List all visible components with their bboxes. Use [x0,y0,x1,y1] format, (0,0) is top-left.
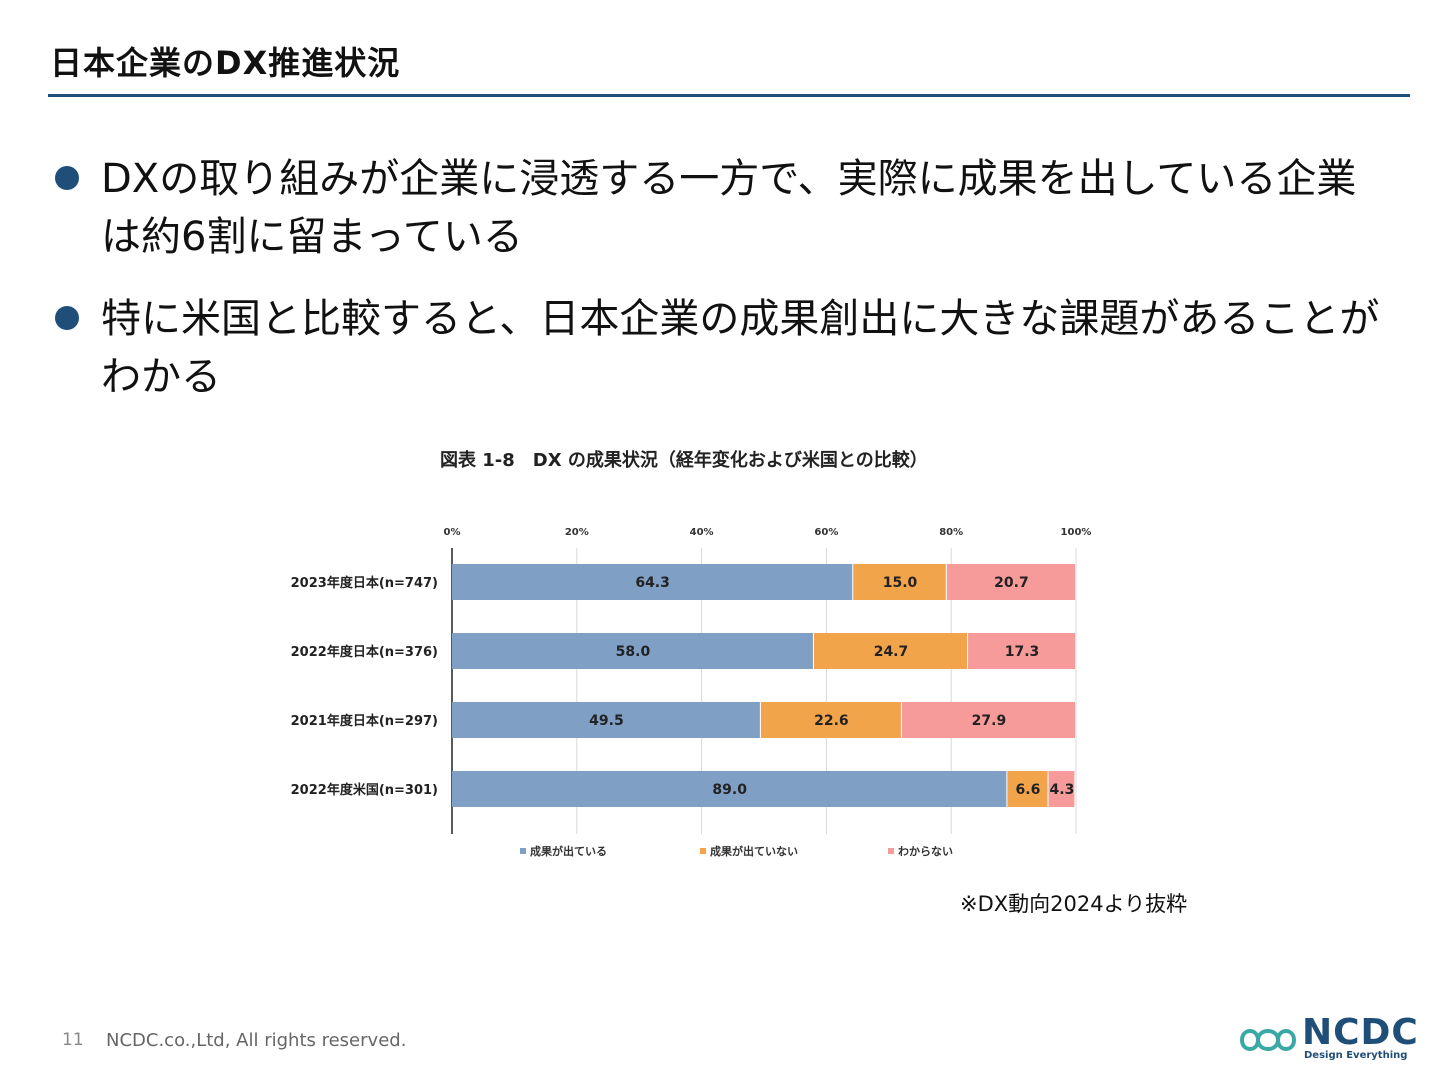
logo-wordmark: NCDC [1302,1012,1419,1053]
bar-segment [452,564,853,600]
x-tick-label: 20% [565,527,589,538]
page-number: 11 [62,1030,84,1050]
x-tick-label: 80% [939,527,963,538]
category-label: 2022年度米国(n=301) [291,782,438,798]
bar-segment [946,564,1075,600]
bar-segment [968,633,1075,669]
bullet-item: DXの取り組みが企業に浸透する一方で、実際に成果を出している企業は約6割に留まっ… [55,150,1395,266]
dx-results-chart: 図表 1-8 DX の成果状況（経年変化および米国との比較） 0% 20% 40% 60… [280,440,1120,870]
bullet-text: 特に米国と比較すると、日本企業の成果創出に大きな課題があることがわかる [101,296,1380,400]
data-label: 58.0 [616,644,651,660]
data-label: 17.3 [1005,644,1040,660]
bullet-dot-icon [55,306,79,330]
bar-segment [452,702,760,738]
legend-swatch [520,848,526,854]
legend-label: 成果が出ている [530,844,607,858]
source-note: ※DX動向2024より抜粋 [960,892,1188,916]
category-label: 2022年度日本(n=376) [291,644,438,660]
bar-segment [452,771,1007,807]
x-tick-label: 40% [690,527,714,538]
category-label: 2023年度日本(n=747) [291,575,438,591]
copyright-text: NCDC.co.,Ltd, All rights reserved. [106,1030,407,1051]
data-label: 20.7 [994,575,1029,591]
data-label: 27.9 [972,713,1007,729]
bullet-item: 特に米国と比較すると、日本企業の成果創出に大きな課題があることがわかる [55,290,1395,406]
slide-title: 日本企業のDX推進状況 [50,44,401,82]
bullet-text: DXの取り組みが企業に浸透する一方で、実際に成果を出している企業は約6割に留まっ… [101,156,1357,260]
x-tick-label: 60% [814,527,838,538]
data-label: 22.6 [814,713,849,729]
data-label: 64.3 [635,575,670,591]
data-label: 4.3 [1050,782,1075,798]
legend-swatch [700,848,706,854]
data-label: 24.7 [874,644,909,660]
bar-segment [1048,771,1075,807]
bar-segment [760,702,901,738]
title-divider [48,94,1410,97]
molecule-logo-icon [1239,1029,1297,1051]
logo-tagline: Design Everything [1304,1050,1408,1061]
x-tick-label: 0% [444,527,461,538]
x-tick-label: 100% [1061,527,1092,538]
data-label: 15.0 [883,575,918,591]
category-label: 2021年度日本(n=297) [291,713,438,729]
data-label: 49.5 [589,713,624,729]
bullet-dot-icon [55,166,79,190]
bar-segment [1007,771,1048,807]
legend-swatch [888,848,894,854]
chart-title: 図表 1-8 DX の成果状況（経年変化および米国との比較） [440,449,928,471]
company-logo: NCDC Design Everything [1236,1012,1418,1066]
bar-segment [452,633,813,669]
bar-segment [901,702,1075,738]
data-label: 6.6 [1016,782,1041,798]
bar-segment [853,564,946,600]
bullet-list: DXの取り組みが企業に浸透する一方で、実際に成果を出している企業は約6割に留まっ… [55,150,1395,430]
data-label: 89.0 [712,782,747,798]
bar-segment [813,633,968,669]
legend-label: 成果が出ていない [710,844,798,858]
legend-label: わからない [898,845,953,858]
